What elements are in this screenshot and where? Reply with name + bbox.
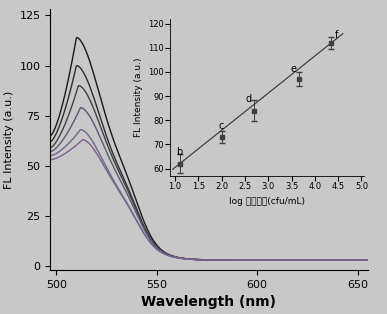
Y-axis label: FL Intensity (a.u.): FL Intensity (a.u.) [134,57,143,137]
Text: b: b [176,147,183,157]
X-axis label: Wavelength (nm): Wavelength (nm) [142,295,276,309]
Text: c: c [218,121,224,131]
Text: f: f [335,30,338,40]
Text: e: e [290,64,296,74]
Text: d: d [246,94,252,104]
Y-axis label: FL Intensity (a.u.): FL Intensity (a.u.) [4,91,14,189]
X-axis label: log 沙门氏菌(cfu/mL): log 沙门氏菌(cfu/mL) [229,197,305,206]
